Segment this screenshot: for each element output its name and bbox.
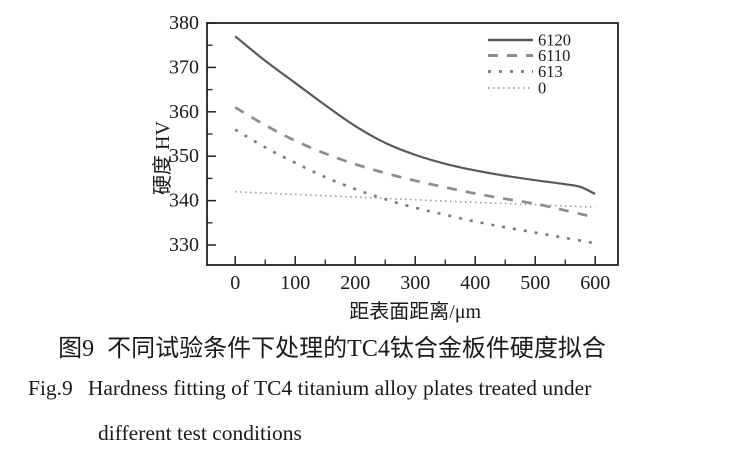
plot-border — [206, 22, 619, 266]
figure-number-en: Fig.9 — [28, 376, 73, 400]
x-tick-label: 600 — [580, 272, 610, 294]
series-line-6120 — [234, 35, 596, 195]
figure-caption-zh-text: 不同试验条件下处理的TC4钛合金板件硬度拟合 — [107, 336, 606, 362]
series-line-6110 — [234, 106, 596, 219]
y-tick-label: 340 — [169, 190, 199, 212]
x-tick-label: 300 — [400, 272, 430, 294]
legend-label-6120: 6120 — [538, 31, 571, 50]
legend-label-0: 0 — [538, 79, 546, 98]
legend-label-6110: 6110 — [538, 46, 570, 65]
y-tick-label: 380 — [169, 12, 199, 34]
series-line-613 — [234, 128, 596, 245]
x-tick-label: 500 — [520, 272, 550, 294]
y-tick-label: 330 — [169, 234, 199, 256]
figure-number-zh: 图9 — [58, 336, 95, 362]
x-tick-label: 100 — [280, 272, 310, 294]
legend-label-613: 613 — [538, 62, 563, 81]
figure-caption-zh: 图9 不同试验条件下处理的TC4钛合金板件硬度拟合 — [0, 328, 664, 363]
x-axis-title: 距表面距离/μm — [349, 300, 481, 323]
figure-caption-en-text: Hardness fitting of TC4 titanium alloy p… — [87, 376, 592, 400]
figure-caption-en-line2: different test conditions — [98, 421, 302, 445]
series-line-0 — [235, 190, 596, 209]
x-tick-label: 400 — [460, 272, 490, 294]
x-tick-label: 200 — [340, 272, 370, 294]
y-axis-title: 硬度 HV — [151, 121, 174, 195]
y-tick-label: 350 — [169, 145, 199, 167]
figure-caption-en-line1: Fig.9 Hardness fitting of TC4 titanium al… — [28, 376, 591, 401]
x-tick-label: 0 — [230, 272, 240, 294]
y-tick-label: 370 — [169, 56, 199, 78]
hardness-line-chart: 0 100 200 300 400 500 600 330 340 350 360 370 380 距表面… — [151, 12, 619, 323]
y-tick-label: 360 — [169, 101, 199, 123]
